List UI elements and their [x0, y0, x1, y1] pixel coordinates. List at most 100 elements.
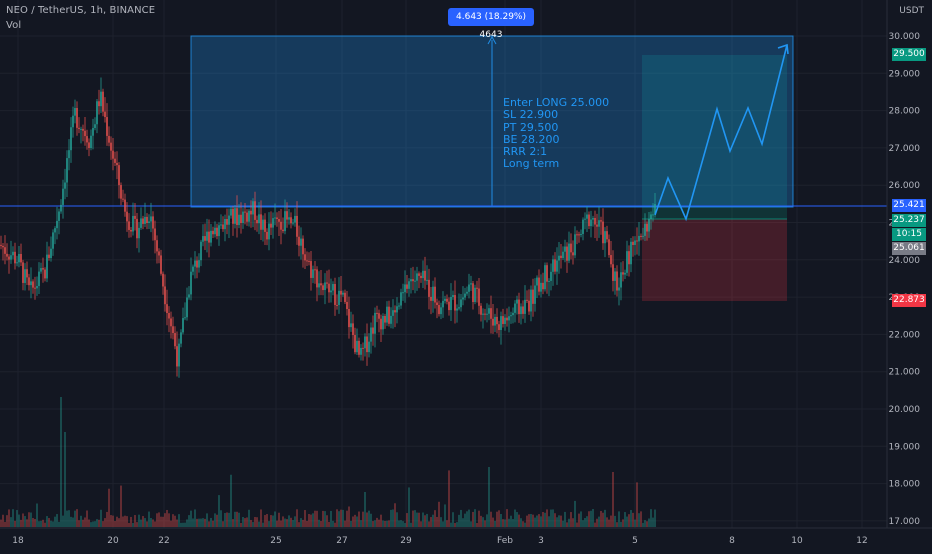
volume-bar: [466, 511, 468, 527]
volume-bar: [612, 472, 614, 527]
volume-bar: [534, 517, 536, 527]
candle-body: [610, 255, 612, 265]
volume-bar: [498, 510, 500, 527]
volume-bar: [26, 519, 28, 527]
candle-body: [482, 313, 484, 315]
volume-bar: [158, 512, 160, 527]
candle-body: [364, 336, 366, 349]
volume-bar: [434, 510, 436, 527]
candle-body: [96, 101, 98, 125]
volume-bar: [388, 520, 390, 527]
candle-body: [654, 203, 656, 215]
volume-bar: [436, 516, 438, 527]
volume-bar: [28, 512, 30, 527]
volume-bar: [2, 514, 4, 527]
trade-note[interactable]: Enter LONG 25.000 SL 22.900 PT 29.500 BE…: [503, 96, 609, 171]
volume-bar: [374, 520, 376, 527]
volume-bar: [500, 513, 502, 527]
candle-body: [60, 204, 62, 212]
candle-body: [478, 288, 480, 306]
volume-bar: [278, 512, 280, 527]
volume-bar: [604, 509, 606, 527]
volume-bar: [86, 510, 88, 527]
volume-bar: [160, 516, 162, 527]
volume-bar: [46, 516, 48, 527]
candle-body: [410, 279, 412, 282]
price-tick-label: 27.000: [889, 144, 921, 154]
volume-indicator-label[interactable]: Vol: [6, 20, 22, 31]
volume-bar: [504, 519, 506, 527]
volume-bar: [118, 518, 120, 527]
time-tick-label: 10: [791, 536, 803, 546]
candle-body: [348, 309, 350, 328]
candle-body: [608, 239, 610, 256]
volume-bar: [70, 516, 72, 527]
candle-body: [322, 285, 324, 291]
time-tick-label: 12: [856, 536, 867, 546]
candle-body: [418, 273, 420, 276]
volume-bar: [614, 515, 616, 527]
volume-bar: [482, 517, 484, 527]
volume-bar: [138, 514, 140, 527]
volume-bar: [276, 520, 278, 527]
volume-bar: [398, 520, 400, 527]
volume-bar: [30, 512, 32, 527]
candle-body: [210, 230, 212, 243]
candle-body: [104, 111, 106, 118]
candle-body: [416, 273, 418, 281]
candle-body: [448, 301, 450, 311]
candle-body: [84, 130, 86, 137]
candle-body: [134, 215, 136, 219]
candle-body: [314, 269, 316, 271]
time-tick-label: 3: [538, 536, 544, 546]
volume-bar: [90, 522, 92, 527]
candle-body: [408, 281, 410, 289]
candle-body: [8, 256, 10, 260]
volume-bar: [654, 509, 656, 527]
candle-body: [358, 340, 360, 355]
candle-body: [122, 198, 124, 200]
candle-body: [422, 270, 424, 279]
volume-bar: [420, 521, 422, 527]
volume-bar: [550, 509, 552, 527]
volume-bar: [80, 515, 82, 527]
volume-bar: [34, 518, 36, 527]
candle-body: [342, 292, 344, 295]
volume-bar: [8, 509, 10, 527]
candle-body: [626, 251, 628, 273]
volume-bar: [532, 514, 534, 527]
volume-bar: [628, 514, 630, 527]
candle-body: [296, 215, 298, 237]
candle-body: [548, 280, 550, 282]
volume-bar: [536, 515, 538, 527]
volume-bar: [14, 520, 16, 527]
last-price-tag: 25.061: [892, 242, 926, 255]
volume-bar: [78, 520, 80, 527]
volume-bar: [478, 510, 480, 527]
volume-bar: [624, 512, 626, 527]
volume-bar: [306, 520, 308, 527]
volume-bar: [60, 397, 62, 527]
volume-bar: [524, 522, 526, 527]
volume-bar: [238, 512, 240, 527]
candle-body: [194, 260, 196, 267]
candle-body: [146, 216, 148, 224]
candle-body: [574, 234, 576, 256]
candle-body: [506, 317, 508, 321]
volume-bar: [370, 513, 372, 527]
volume-bar: [316, 510, 318, 527]
candle-body: [266, 231, 268, 240]
volume-bar: [426, 513, 428, 527]
volume-bar: [16, 510, 18, 527]
volume-bar: [610, 515, 612, 527]
candle-body: [644, 223, 646, 236]
volume-bar: [250, 519, 252, 527]
candle-body: [306, 260, 308, 262]
symbol-title[interactable]: NEO / TetherUS, 1h, BINANCE: [6, 5, 156, 16]
volume-bar: [192, 518, 194, 527]
candle-body: [374, 312, 376, 334]
volume-bar: [108, 488, 110, 527]
volume-bar: [414, 510, 416, 527]
